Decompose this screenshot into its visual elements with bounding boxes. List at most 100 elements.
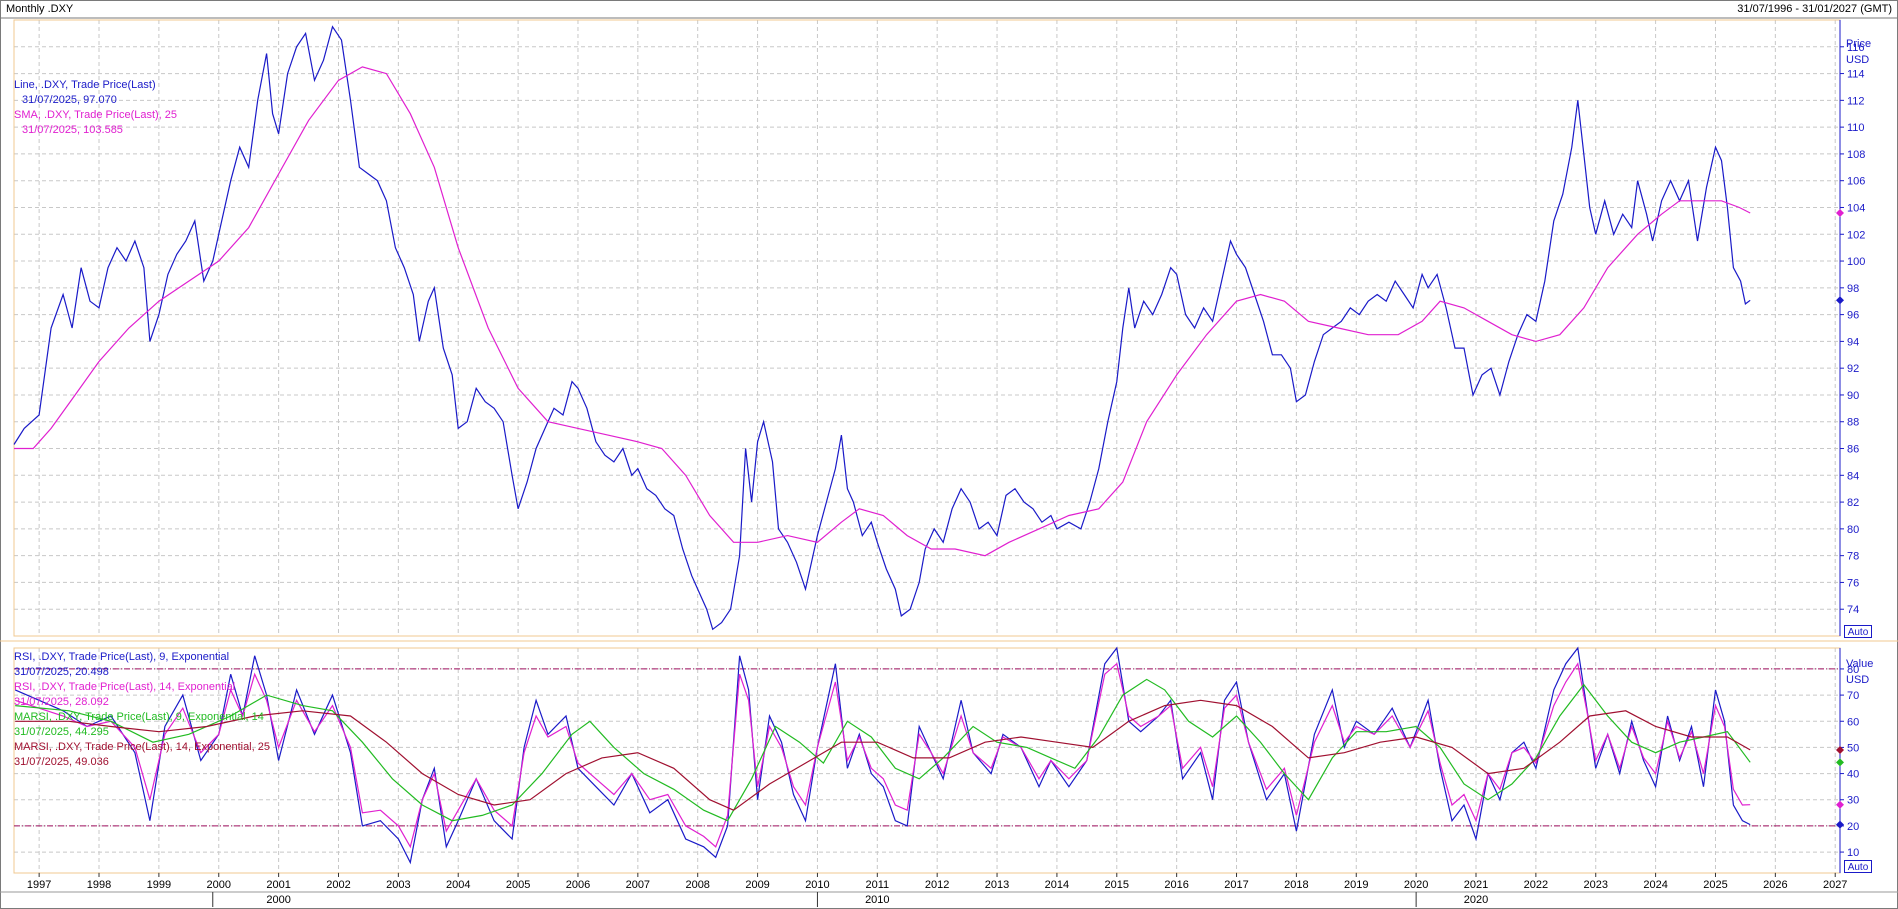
decade-label: 2020 xyxy=(1464,894,1488,906)
price-tick-label: 106 xyxy=(1847,176,1865,188)
legend-marsi14-value: 31/07/2025, 49.036 xyxy=(14,756,109,768)
rsi-auto-scale-button[interactable]: Auto xyxy=(1844,860,1872,873)
legend-marsi9-label: MARSI, .DXY, Trade Price(Last), 9, Expon… xyxy=(14,711,264,723)
legend-rsi14-value: 31/07/2025, 28.092 xyxy=(14,696,109,708)
decade-label: 2010 xyxy=(865,894,889,906)
rsi-tick-label: 70 xyxy=(1847,690,1859,702)
rsi-series-0 xyxy=(14,646,1751,865)
legend-sma-series-label: SMA, .DXY, Trade Price(Last), 25 xyxy=(14,109,178,121)
rsi-tick-label: 50 xyxy=(1847,742,1859,754)
legend-rsi9-label: RSI, .DXY, Trade Price(Last), 9, Exponen… xyxy=(14,651,230,663)
year-tick-label: 2009 xyxy=(745,879,769,891)
year-tick-label: 2025 xyxy=(1703,879,1727,891)
legend-rsi14-label: RSI, .DXY, Trade Price(Last), 14, Expone… xyxy=(14,681,236,693)
legend-line-series-value: 31/07/2025, 97.070 xyxy=(22,94,117,106)
rsi-last-value-marker-2 xyxy=(1836,758,1844,767)
price-tick-label: 82 xyxy=(1847,497,1859,509)
rsi-series-group xyxy=(14,646,1751,865)
legend-rsi9-value: 31/07/2025, 20.498 xyxy=(14,666,109,678)
price-tick-label: 94 xyxy=(1847,336,1859,348)
x-axis: 1997 1998 1999 2000 2001 2002 2003 2004 2005 2006… xyxy=(27,873,1847,907)
rsi-series-2 xyxy=(15,678,1751,822)
year-tick-label: 2022 xyxy=(1524,879,1548,891)
year-tick-label: 2026 xyxy=(1763,879,1787,891)
price-tick-label: 98 xyxy=(1847,283,1859,295)
price-tick-label: 74 xyxy=(1847,604,1859,616)
year-tick-label: 2000 xyxy=(207,879,231,891)
price-tick-label: 88 xyxy=(1847,417,1859,429)
rsi-tick-label: 20 xyxy=(1847,821,1859,833)
year-tick-label: 2005 xyxy=(506,879,530,891)
year-tick-label: 1998 xyxy=(87,879,111,891)
price-tick-label: 114 xyxy=(1847,69,1865,81)
year-tick-label: 2003 xyxy=(386,879,410,891)
year-tick-label: 2017 xyxy=(1224,879,1248,891)
year-tick-label: 2024 xyxy=(1643,879,1667,891)
year-tick-label: 2012 xyxy=(925,879,949,891)
price-axis-title: Price xyxy=(1846,38,1872,50)
year-tick-label: 2007 xyxy=(626,879,650,891)
price-series-group xyxy=(13,25,1751,631)
year-tick-label: 2020 xyxy=(1404,879,1428,891)
price-y-axis: 74 76 78 80 82 84 86 88 90 92 94 96 98 100 102 104 106 10… xyxy=(1839,20,1865,636)
year-tick-label: 2011 xyxy=(865,879,889,891)
rsi-last-value-marker-0 xyxy=(1836,820,1844,829)
year-tick-label: 2014 xyxy=(1045,879,1069,891)
year-tick-label: 1997 xyxy=(27,879,51,891)
price-tick-label: 76 xyxy=(1847,577,1859,589)
decade-label: 2000 xyxy=(266,894,290,906)
rsi-tick-label: 60 xyxy=(1847,716,1859,728)
price-tick-label: 84 xyxy=(1847,470,1859,482)
rsi-tick-label: 40 xyxy=(1847,769,1859,781)
chart-header-title: Monthly .DXY xyxy=(6,3,74,15)
year-tick-label: 2016 xyxy=(1164,879,1188,891)
year-tick-label: 2006 xyxy=(566,879,590,891)
rsi-tick-label: 30 xyxy=(1847,795,1859,807)
price-tick-label: 92 xyxy=(1847,363,1859,375)
year-tick-label: 2023 xyxy=(1583,879,1607,891)
legend-marsi9-value: 31/07/2025, 44.295 xyxy=(14,726,109,738)
price-tick-label: 110 xyxy=(1847,122,1865,134)
rsi-reference-lines xyxy=(14,668,1840,827)
rsi-tick-label: 80 xyxy=(1847,664,1859,676)
rsi-last-value-marker-3 xyxy=(1836,745,1844,754)
price-series-0 xyxy=(13,25,1751,631)
year-tick-label: 2021 xyxy=(1464,879,1488,891)
last-value-markers xyxy=(1836,209,1844,829)
legend-marsi14-label: MARSI, .DXY, Trade Price(Last), 14, Expo… xyxy=(14,741,270,753)
price-tick-label: 96 xyxy=(1847,310,1859,322)
rsi-series-1 xyxy=(15,662,1751,849)
year-tick-label: 2001 xyxy=(266,879,290,891)
price-tick-label: 116 xyxy=(1847,42,1865,54)
chart-header-range: 31/07/1996 - 31/01/2027 (GMT) xyxy=(1737,3,1892,15)
rsi-axis-unit: USD xyxy=(1846,674,1870,686)
price-tick-label: 80 xyxy=(1847,524,1859,536)
price-tick-label: 86 xyxy=(1847,444,1859,456)
year-tick-label: 2018 xyxy=(1284,879,1308,891)
price-tick-label: 104 xyxy=(1847,202,1865,214)
year-tick-label: 2027 xyxy=(1823,879,1847,891)
rsi-axis-title: Value xyxy=(1846,658,1874,670)
year-tick-label: 2010 xyxy=(805,879,829,891)
price-series-1 xyxy=(14,66,1751,557)
year-tick-label: 2019 xyxy=(1344,879,1368,891)
legend-line-series-label: Line, .DXY, Trade Price(Last) xyxy=(14,79,156,91)
price-axis-unit: USD xyxy=(1846,54,1870,66)
price-tick-label: 90 xyxy=(1847,390,1859,402)
price-gridlines xyxy=(14,20,1840,636)
year-tick-label: 2002 xyxy=(326,879,350,891)
year-tick-label: 2015 xyxy=(1105,879,1129,891)
price-tick-label: 108 xyxy=(1847,149,1865,161)
year-tick-label: 2004 xyxy=(446,879,470,891)
price-tick-label: 78 xyxy=(1847,551,1859,563)
price-last-value-marker-0 xyxy=(1836,296,1844,305)
rsi-last-value-marker-1 xyxy=(1836,800,1844,809)
price-auto-scale-button[interactable]: Auto xyxy=(1844,625,1872,638)
year-tick-label: 2013 xyxy=(985,879,1009,891)
year-tick-label: 2008 xyxy=(685,879,709,891)
legend-sma-series-value: 31/07/2025, 103.585 xyxy=(22,124,123,136)
rsi-tick-label: 10 xyxy=(1847,847,1859,859)
